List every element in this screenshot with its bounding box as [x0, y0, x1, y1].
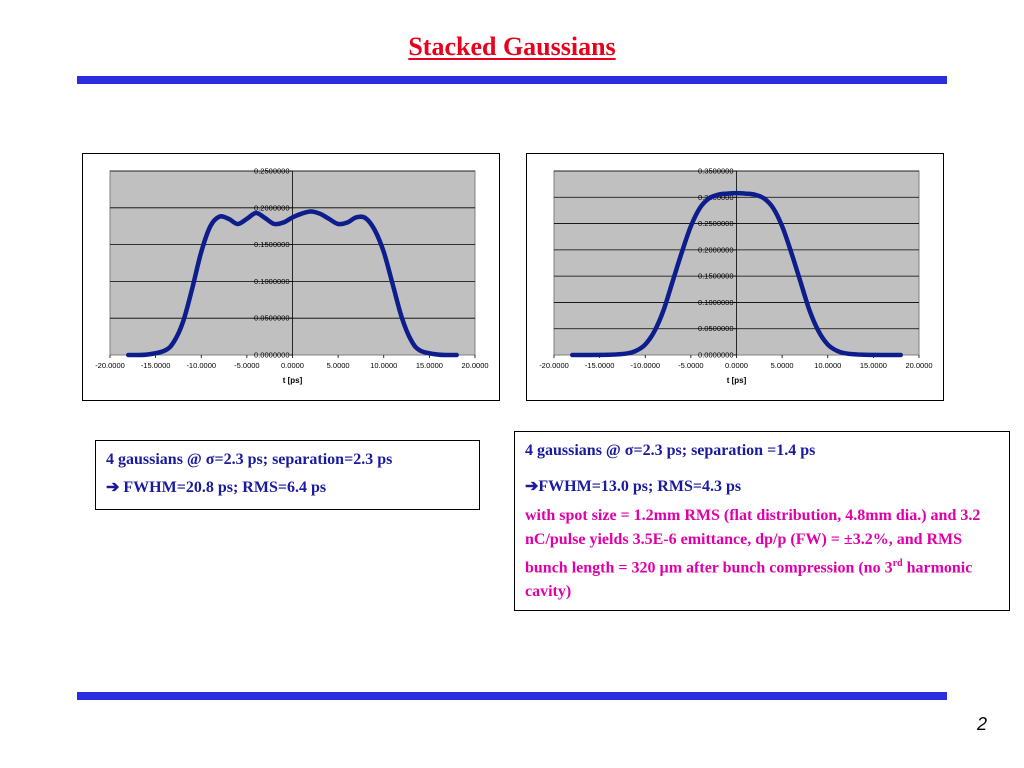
x-tick-label: -10.0000	[630, 361, 660, 370]
x-tick-label: 5.0000	[771, 361, 794, 370]
x-tick-label: -10.0000	[186, 361, 216, 370]
x-tick-label: -20.0000	[539, 361, 569, 370]
y-tick-label: 0.2500000	[254, 167, 289, 176]
caption-left-line2: ➔ FWHM=20.8 ps; RMS=6.4 ps	[106, 477, 479, 499]
x-tick-label: 15.0000	[416, 361, 443, 370]
x-tick-label: 10.0000	[370, 361, 397, 370]
y-tick-label: 0.0000000	[698, 351, 733, 360]
caption-left-line1: 4 gaussians @ σ=2.3 ps; separation=2.3 p…	[106, 451, 393, 468]
caption-right-line2: ➔FWHM=13.0 ps; RMS=4.3 ps	[525, 476, 1001, 498]
y-tick-label: 0.0000000	[254, 351, 289, 360]
y-tick-label: 0.1500000	[698, 272, 733, 281]
arrow-icon: ➔	[525, 478, 539, 495]
series-line	[570, 190, 903, 358]
details-text: with spot size = 1.2mm RMS (flat distrib…	[525, 507, 981, 577]
x-tick-label: -5.0000	[678, 361, 703, 370]
x-tick-label: 10.0000	[814, 361, 841, 370]
y-tick-label: 0.0500000	[254, 314, 289, 323]
x-tick-label: 0.0000	[281, 361, 304, 370]
caption-left: 4 gaussians @ σ=2.3 ps; separation=2.3 p…	[95, 440, 480, 510]
x-tick-label: 5.0000	[327, 361, 350, 370]
x-tick-label: 20.0000	[461, 361, 488, 370]
x-tick-label: -20.0000	[95, 361, 125, 370]
page-number: 2	[976, 714, 987, 734]
y-tick-label: 0.1000000	[698, 298, 733, 307]
x-tick-label: 0.0000	[725, 361, 748, 370]
x-tick-label: 20.0000	[905, 361, 932, 370]
chart-left-box: 0.0000000 0.0500000 0.1000000 0.1500000 0.20…	[82, 153, 500, 401]
slide-title: Stacked Gaussians	[408, 32, 616, 61]
chart-right-box: 0.0000000 0.0500000 0.1000000 0.1500000 0.20…	[526, 153, 944, 401]
details-text-end: harmonic cavity)	[525, 559, 973, 601]
y-tick-label: 0.3500000	[698, 167, 733, 176]
y-tick-label: 0.2000000	[698, 245, 733, 254]
y-tick-label: 0.2000000	[254, 203, 289, 212]
x-tick-label: -5.0000	[234, 361, 259, 370]
caption-right-line1: 4 gaussians @ σ=2.3 ps; separation =1.4 …	[525, 442, 816, 459]
caption-right-details: with spot size = 1.2mm RMS (flat distrib…	[525, 504, 1001, 604]
details-sup: rd	[892, 558, 903, 569]
series-line	[126, 209, 459, 358]
y-tick-label: 0.1000000	[254, 277, 289, 286]
caption-right-result: FWHM=13.0 ps; RMS=4.3 ps	[538, 478, 742, 495]
x-tick-label: 15.0000	[860, 361, 887, 370]
y-tick-label: 0.0500000	[698, 324, 733, 333]
chart-right: 0.0000000 0.0500000 0.1000000 0.1500000 0.20…	[539, 167, 932, 386]
x-tick-label: -15.0000	[141, 361, 171, 370]
x-tick-label: -15.0000	[585, 361, 615, 370]
x-axis-label: t [ps]	[727, 376, 747, 385]
y-tick-label: 0.2500000	[698, 219, 733, 228]
y-tick-label: 0.1500000	[254, 240, 289, 249]
chart-left: 0.0000000 0.0500000 0.1000000 0.1500000 0.20…	[95, 167, 488, 386]
caption-right: 4 gaussians @ σ=2.3 ps; separation =1.4 …	[514, 431, 1010, 611]
x-axis-label: t [ps]	[283, 376, 303, 385]
bottom-rule	[77, 692, 947, 700]
caption-left-result: FWHM=20.8 ps; RMS=6.4 ps	[119, 479, 327, 496]
top-rule	[77, 76, 947, 84]
arrow-icon: ➔	[106, 479, 120, 496]
